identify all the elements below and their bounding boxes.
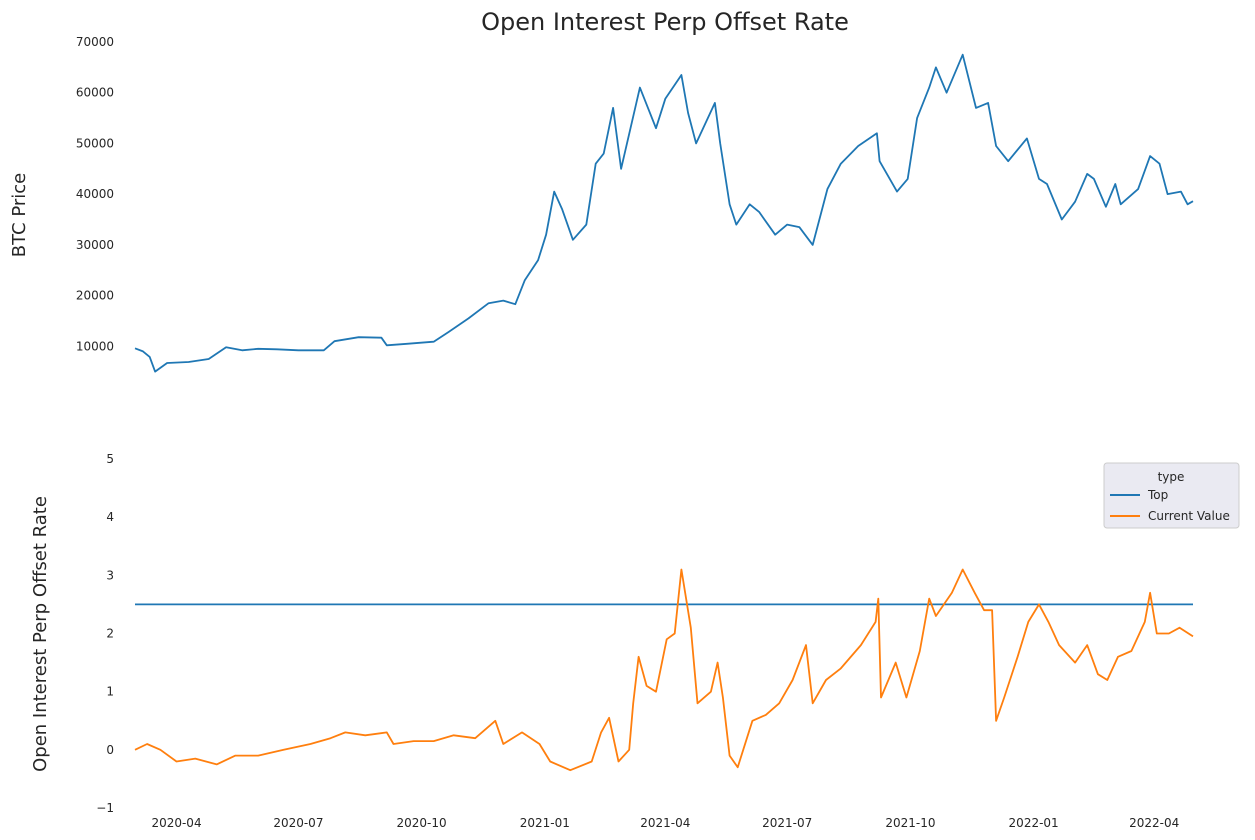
offset-rate-y-ticks: −1 0 1 2 3 4 5 bbox=[96, 452, 114, 815]
offset-rate-y-tick-label: −1 bbox=[96, 801, 114, 815]
x-tick-label: 2021-07 bbox=[762, 816, 812, 830]
x-tick-label: 2020-07 bbox=[273, 816, 323, 830]
date-x-ticks: 2020-04 2020-07 2020-10 2021-01 2021-04 2021-… bbox=[151, 816, 1179, 830]
btc-price-y-tick-label: 60000 bbox=[76, 86, 114, 100]
offset-rate-y-tick-label: 4 bbox=[106, 510, 114, 524]
x-tick-label: 2021-04 bbox=[640, 816, 690, 830]
current-value-series-line bbox=[134, 568, 1194, 772]
btc-price-y-tick-label: 70000 bbox=[76, 35, 114, 49]
x-tick-label: 2020-04 bbox=[151, 816, 201, 830]
offset-rate-y-tick-label: 3 bbox=[106, 568, 114, 582]
chart-legend: type Top Current Value bbox=[1103, 462, 1240, 529]
legend-label-top: Top bbox=[1147, 488, 1168, 502]
x-tick-label: 2022-01 bbox=[1009, 816, 1059, 830]
btc-price-y-axis-label: BTC Price bbox=[9, 173, 30, 258]
offset-rate-y-tick-label: 1 bbox=[106, 685, 114, 699]
x-tick-label: 2020-10 bbox=[397, 816, 447, 830]
x-tick-label: 2021-01 bbox=[520, 816, 570, 830]
chart-title: Open Interest Perp Offset Rate bbox=[481, 8, 849, 36]
btc-price-series bbox=[134, 53, 1194, 373]
offset-rate-y-tick-label: 0 bbox=[106, 743, 114, 757]
btc-price-y-ticks: 10000 20000 30000 40000 50000 60000 70000 bbox=[76, 35, 114, 353]
btc-price-series-line bbox=[134, 53, 1194, 373]
offset-rate-panel: Open Interest Perp Offset Rate −1012345 … bbox=[30, 452, 1194, 830]
legend-box bbox=[1103, 462, 1240, 529]
btc-price-panel: BTC Price 10000 20000 30000 40000 50000 60000… bbox=[9, 35, 1194, 373]
offset-rate-y-axis-label: Open Interest Perp Offset Rate bbox=[30, 496, 51, 772]
x-tick-label: 2022-04 bbox=[1129, 816, 1179, 830]
btc-price-y-tick-label: 40000 bbox=[76, 187, 114, 201]
btc-price-y-tick-label: 20000 bbox=[76, 289, 114, 303]
offset-rate-series bbox=[134, 568, 1194, 772]
legend-title: type bbox=[1158, 470, 1185, 484]
btc-price-y-tick-label: 10000 bbox=[76, 339, 114, 353]
offset-rate-y-tick-label: 2 bbox=[106, 627, 114, 641]
btc-price-y-tick-label: 50000 bbox=[76, 136, 114, 150]
x-tick-label: 2021-10 bbox=[885, 816, 935, 830]
btc-price-y-tick-label: 30000 bbox=[76, 238, 114, 252]
legend-label-current-value: Current Value bbox=[1148, 509, 1230, 523]
offset-rate-y-tick-label: 5 bbox=[106, 452, 114, 466]
